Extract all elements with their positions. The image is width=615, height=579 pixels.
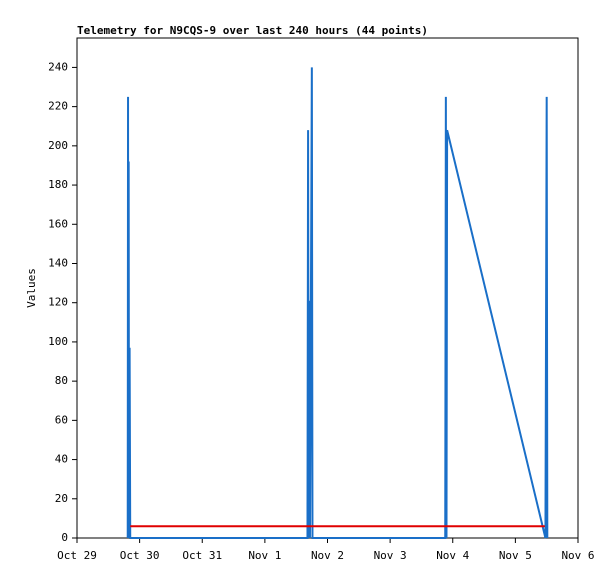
y-axis-label: Values — [25, 268, 38, 308]
x-tick-label: Nov 4 — [436, 549, 469, 562]
x-tick-label: Nov 2 — [311, 549, 344, 562]
plot-frame — [76, 37, 579, 539]
y-tick-label: 200 — [48, 139, 68, 152]
x-tick-label: Nov 1 — [248, 549, 281, 562]
y-tick-label: 100 — [48, 335, 68, 348]
x-tick-label: Oct 30 — [120, 549, 160, 562]
y-tick-label: 180 — [48, 178, 68, 191]
x-tick-label: Nov 5 — [499, 549, 532, 562]
x-tick-label: Nov 3 — [374, 549, 407, 562]
y-tick-label: 160 — [48, 217, 68, 230]
y-tick-label: 120 — [48, 296, 68, 309]
x-tick-label: Oct 31 — [182, 549, 222, 562]
y-tick-label: 20 — [55, 492, 68, 505]
y-tick-label: 220 — [48, 100, 68, 113]
x-tick-label: Oct 29 — [57, 549, 97, 562]
y-tick-label: 0 — [61, 531, 68, 544]
y-tick-label: 40 — [55, 453, 68, 466]
chart-title: Telemetry for N9CQS-9 over last 240 hour… — [77, 24, 428, 37]
y-tick-label: 80 — [55, 374, 68, 387]
y-tick-label: 240 — [48, 60, 68, 73]
series-line — [126, 67, 549, 539]
x-tick-label: Nov 6 — [561, 549, 594, 562]
y-tick-label: 60 — [55, 413, 68, 426]
y-tick-label: 140 — [48, 256, 68, 269]
